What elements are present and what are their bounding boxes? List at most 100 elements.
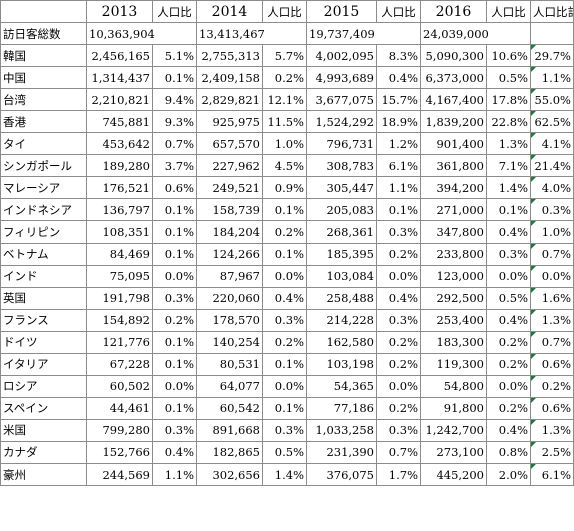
ratio-2014-cell[interactable]: 0.4%	[262, 286, 307, 310]
ratio-2013-cell[interactable]: 0.1%	[152, 330, 197, 354]
visitors-2013-cell[interactable]: 60,502	[86, 374, 153, 398]
visitors-2014-cell[interactable]: 227,962	[196, 154, 263, 178]
visitors-2013-cell[interactable]: 67,228	[86, 352, 153, 376]
country-name-cell[interactable]: ベトナム	[0, 242, 87, 266]
ratio-2015-cell[interactable]: 1.7%	[376, 462, 421, 487]
ratio-2015-cell[interactable]: 0.4%	[376, 66, 421, 90]
visitors-2016-cell[interactable]: 233,800	[420, 242, 487, 266]
visitors-2014-cell[interactable]: 220,060	[196, 286, 263, 310]
ratio-2014-cell[interactable]: 0.2%	[262, 220, 307, 244]
country-name-cell[interactable]: 韓国	[0, 44, 87, 68]
country-name-cell[interactable]: スペイン	[0, 396, 87, 420]
ratio-total-cell[interactable]: 0.7%	[530, 242, 574, 266]
ratio-total-cell[interactable]: 0.2%	[530, 374, 574, 398]
ratio-total-cell[interactable]: 2.5%	[530, 440, 574, 464]
country-name-cell[interactable]: シンガポール	[0, 154, 87, 178]
ratio-total-cell[interactable]: 1.1%	[530, 66, 574, 90]
ratio-2014-cell[interactable]: 0.3%	[262, 418, 307, 442]
ratio-2014-cell[interactable]: 0.1%	[262, 352, 307, 376]
ratio-2015-cell[interactable]: 0.0%	[376, 264, 421, 288]
visitors-2013-cell[interactable]: 2,210,821	[86, 88, 153, 112]
ratio-2014-cell[interactable]: 12.1%	[262, 88, 307, 112]
visitors-2016-cell[interactable]: 394,200	[420, 176, 487, 200]
ratio-2015-cell[interactable]: 0.7%	[376, 440, 421, 464]
ratio-2013-cell[interactable]: 0.3%	[152, 418, 197, 442]
ratio-total-cell[interactable]: 1.0%	[530, 220, 574, 244]
header-cell-ratio-2015[interactable]: 人口比	[376, 0, 421, 24]
visitors-2015-cell[interactable]: 4,993,689	[306, 66, 377, 90]
ratio-2016-cell[interactable]: 7.1%	[486, 154, 531, 178]
ratio-2016-cell[interactable]: 0.3%	[486, 242, 531, 266]
country-name-cell[interactable]: 香港	[0, 110, 87, 134]
visitors-2015-cell[interactable]: 231,390	[306, 440, 377, 464]
visitors-2013-cell[interactable]: 2,456,165	[86, 44, 153, 68]
country-name-cell[interactable]: 豪州	[0, 462, 87, 487]
country-name-cell[interactable]: フィリピン	[0, 220, 87, 244]
visitors-2015-cell[interactable]: 308,783	[306, 154, 377, 178]
visitors-2016-cell[interactable]: 1,242,700	[420, 418, 487, 442]
country-name-cell[interactable]: フランス	[0, 308, 87, 332]
visitors-2014-cell[interactable]: 891,668	[196, 418, 263, 442]
visitors-2013-cell[interactable]: 75,095	[86, 264, 153, 288]
ratio-2015-cell[interactable]: 0.0%	[376, 374, 421, 398]
ratio-2015-cell[interactable]: 15.7%	[376, 88, 421, 112]
ratio-2016-cell[interactable]: 10.6%	[486, 44, 531, 68]
visitors-2015-cell[interactable]: 214,228	[306, 308, 377, 332]
ratio-2016-cell[interactable]: 0.8%	[486, 440, 531, 464]
ratio-total-cell[interactable]: 29.7%	[530, 44, 574, 68]
visitors-2014-cell[interactable]: 302,656	[196, 462, 263, 487]
visitors-2013-cell[interactable]: 84,469	[86, 242, 153, 266]
ratio-2013-cell[interactable]: 0.1%	[152, 396, 197, 420]
ratio-2015-cell[interactable]: 0.2%	[376, 352, 421, 376]
header-cell-2013[interactable]: 2013	[86, 0, 153, 24]
visitors-2015-cell[interactable]: 185,395	[306, 242, 377, 266]
ratio-2014-cell[interactable]: 0.1%	[262, 198, 307, 222]
country-name-cell[interactable]: タイ	[0, 132, 87, 156]
ratio-2016-cell[interactable]: 22.8%	[486, 110, 531, 134]
ratio-2014-cell[interactable]: 5.7%	[262, 44, 307, 68]
ratio-2013-cell[interactable]: 0.0%	[152, 374, 197, 398]
ratio-2014-cell[interactable]: 0.1%	[262, 396, 307, 420]
ratio-2014-cell[interactable]: 1.0%	[262, 132, 307, 156]
visitors-2015-cell[interactable]: 103,084	[306, 264, 377, 288]
ratio-2013-cell[interactable]: 0.4%	[152, 440, 197, 464]
ratio-2015-cell[interactable]: 1.2%	[376, 132, 421, 156]
ratio-total-cell[interactable]: 0.7%	[530, 330, 574, 354]
visitors-2015-cell[interactable]: 258,488	[306, 286, 377, 310]
header-cell-ratio-total[interactable]: 人口比計	[530, 0, 574, 24]
visitors-2014-cell[interactable]: 158,739	[196, 198, 263, 222]
visitors-2014-cell[interactable]: 64,077	[196, 374, 263, 398]
visitors-2013-cell[interactable]: 44,461	[86, 396, 153, 420]
ratio-2015-cell[interactable]: 8.3%	[376, 44, 421, 68]
visitors-2015-cell[interactable]: 268,361	[306, 220, 377, 244]
visitors-2016-cell[interactable]: 119,300	[420, 352, 487, 376]
ratio-2016-cell[interactable]: 0.4%	[486, 308, 531, 332]
visitors-2015-cell[interactable]: 103,198	[306, 352, 377, 376]
ratio-2014-cell[interactable]: 0.9%	[262, 176, 307, 200]
ratio-2013-cell[interactable]: 0.1%	[152, 198, 197, 222]
ratio-2015-cell[interactable]: 0.3%	[376, 418, 421, 442]
ratio-2016-cell[interactable]: 0.5%	[486, 286, 531, 310]
visitors-2016-cell[interactable]: 361,800	[420, 154, 487, 178]
ratio-total-cell[interactable]: 21.4%	[530, 154, 574, 178]
visitors-2014-cell[interactable]: 87,967	[196, 264, 263, 288]
ratio-2015-cell[interactable]: 0.4%	[376, 286, 421, 310]
visitors-2013-cell[interactable]: 1,314,437	[86, 66, 153, 90]
ratio-2016-cell[interactable]: 1.4%	[486, 176, 531, 200]
visitors-2014-cell[interactable]: 140,254	[196, 330, 263, 354]
visitors-2013-cell[interactable]: 136,797	[86, 198, 153, 222]
row-label-total-visitors[interactable]: 訪日客総数	[0, 22, 87, 46]
ratio-2013-cell[interactable]: 0.7%	[152, 132, 197, 156]
visitors-2014-cell[interactable]: 60,542	[196, 396, 263, 420]
country-name-cell[interactable]: インド	[0, 264, 87, 288]
header-cell-2016[interactable]: 2016	[420, 0, 487, 24]
total-visitors-2014[interactable]: 13,413,467	[196, 22, 307, 46]
header-cell-2015[interactable]: 2015	[306, 0, 377, 24]
ratio-2013-cell[interactable]: 5.1%	[152, 44, 197, 68]
visitors-2016-cell[interactable]: 445,200	[420, 462, 487, 487]
visitors-2013-cell[interactable]: 108,351	[86, 220, 153, 244]
visitors-2016-cell[interactable]: 123,000	[420, 264, 487, 288]
visitors-2014-cell[interactable]: 178,570	[196, 308, 263, 332]
visitors-2015-cell[interactable]: 4,002,095	[306, 44, 377, 68]
header-cell-ratio-2014[interactable]: 人口比	[262, 0, 307, 24]
